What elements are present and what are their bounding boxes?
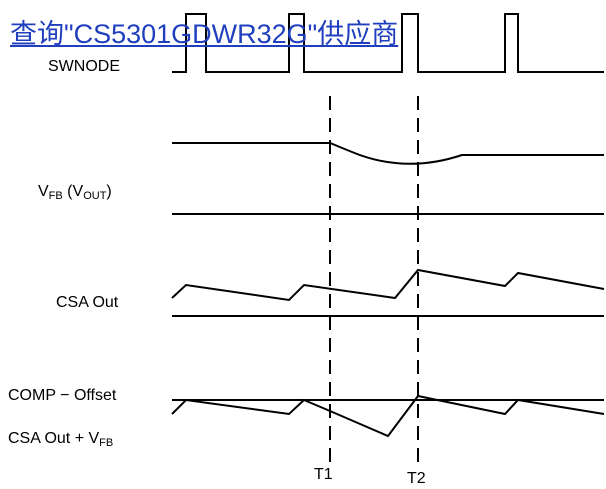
swnode-waveform <box>172 13 604 73</box>
csa-out-waveform <box>171 268 605 302</box>
csa-out-label: CSA Out <box>56 294 119 311</box>
supplier-query-link[interactable]: 查询"CS5301GDWR32G"供应商 <box>10 19 399 49</box>
csa-plus-vfb-waveform <box>171 394 605 438</box>
csa-plus-vfb-label: CSA Out + VFB <box>8 430 114 449</box>
comp-offset-label: COMP − Offset <box>8 387 117 404</box>
vfb-label: VFB (VOUT) <box>38 183 112 202</box>
t2-label: T2 <box>407 470 426 487</box>
swnode-label: SWNODE <box>48 58 120 75</box>
t1-label: T1 <box>314 466 333 483</box>
vfb-waveform <box>172 142 604 165</box>
